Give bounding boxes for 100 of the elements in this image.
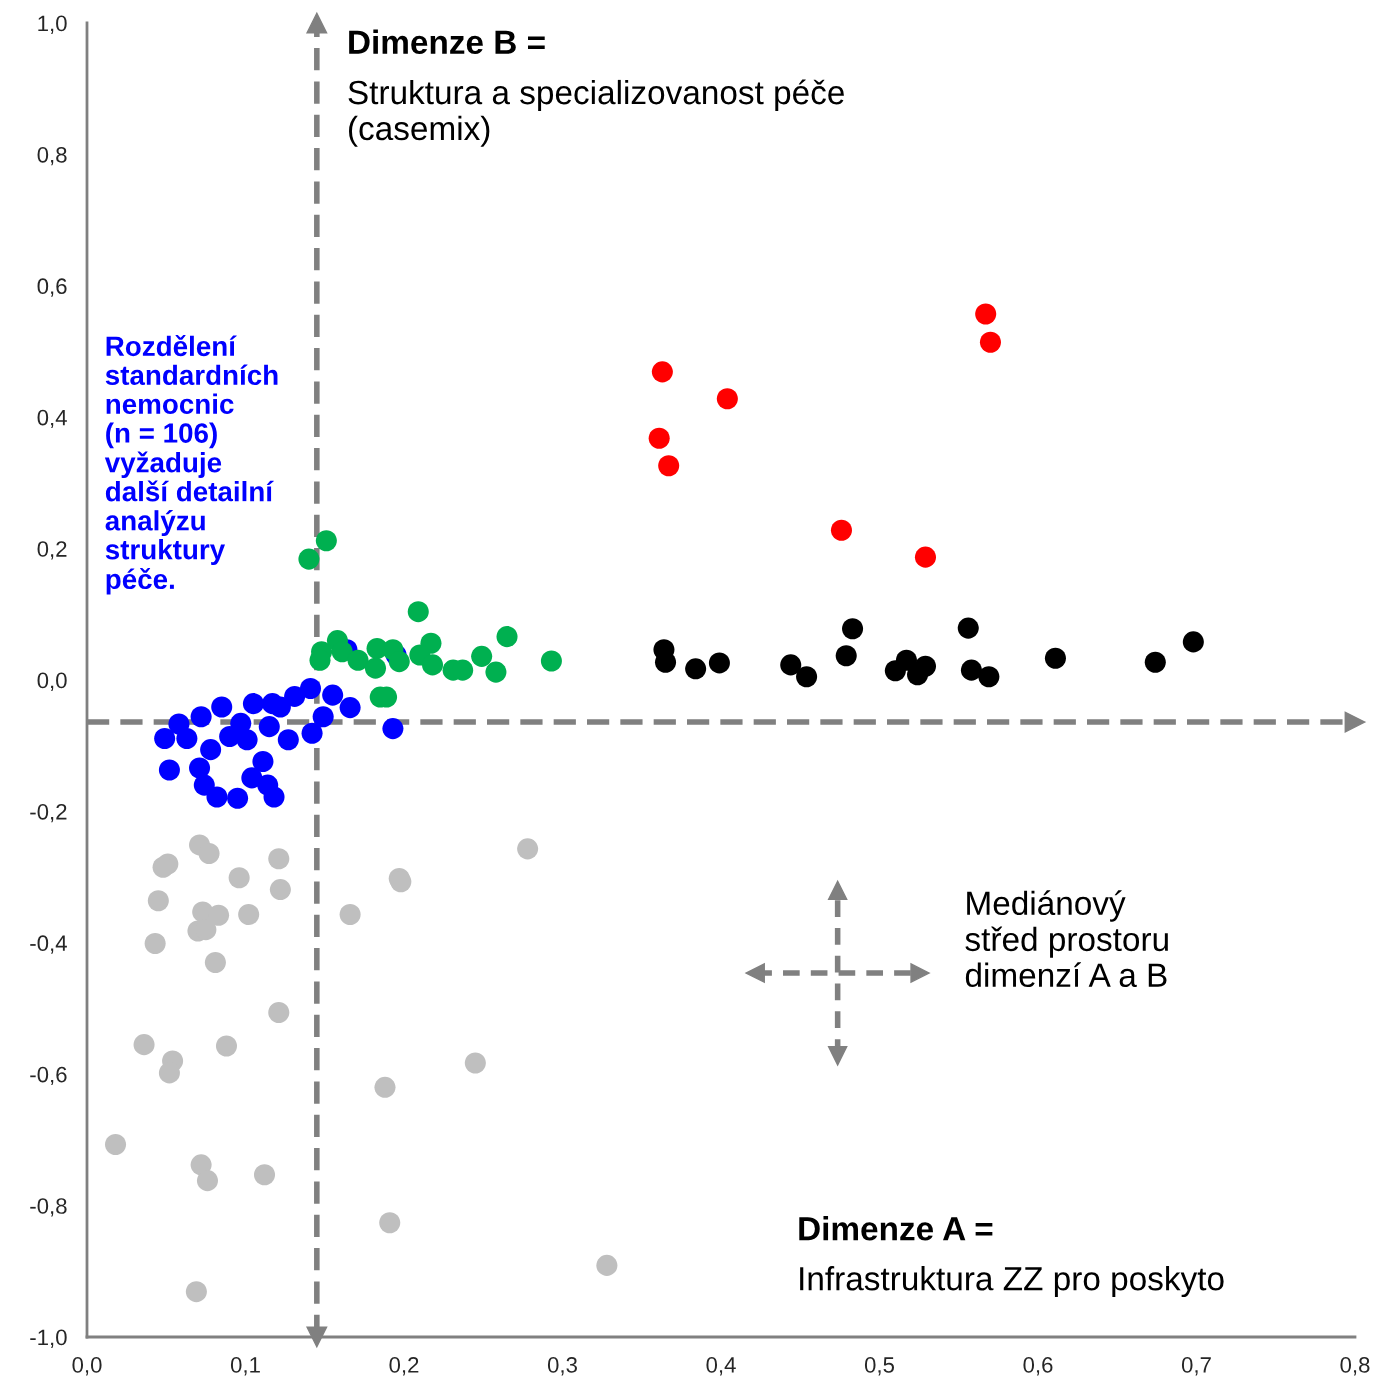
x-tick-label: 0,0 xyxy=(72,1357,102,1376)
point xyxy=(1144,651,1166,673)
annotation: Dimenze A = xyxy=(799,1216,993,1241)
y-tick-label: 0,8 xyxy=(37,146,67,166)
y-tick-label: -1,0 xyxy=(30,1329,67,1348)
point xyxy=(228,867,250,889)
point xyxy=(133,1034,155,1056)
point xyxy=(796,666,818,688)
text: Rozdělení standardních nemocnic (n = 106) vyžaduje další detailní analýzu struktury péče. xyxy=(104,335,278,595)
point xyxy=(374,1076,396,1098)
point xyxy=(200,739,222,761)
x-tick-label: 0,1 xyxy=(230,1357,260,1376)
point xyxy=(268,1001,290,1023)
point xyxy=(347,649,369,671)
y-tick-label: -0,2 xyxy=(30,803,67,823)
point xyxy=(315,530,337,552)
point xyxy=(382,718,404,740)
point xyxy=(1044,647,1066,669)
point xyxy=(190,706,212,728)
point xyxy=(284,685,306,707)
point xyxy=(648,427,670,449)
point xyxy=(960,659,982,681)
point xyxy=(147,890,169,912)
point xyxy=(312,706,334,728)
x-tick-label: 0,6 xyxy=(1023,1357,1053,1376)
point xyxy=(780,654,802,676)
point xyxy=(596,1254,618,1276)
point xyxy=(269,696,291,718)
point xyxy=(339,697,361,719)
point xyxy=(144,932,166,954)
point xyxy=(227,787,249,809)
point xyxy=(379,1212,401,1234)
annotation: Struktura a specializovanost péče (casemix) xyxy=(348,79,844,147)
point xyxy=(253,1164,276,1186)
point xyxy=(708,652,730,674)
x-tick-label: 0,8 xyxy=(1340,1357,1370,1376)
y-tick-label: 0,4 xyxy=(37,409,67,429)
point xyxy=(252,750,274,772)
y-tick-label: -0,4 xyxy=(30,935,67,954)
point xyxy=(485,661,507,683)
point xyxy=(269,879,291,901)
point xyxy=(471,645,493,667)
point xyxy=(540,650,562,672)
point xyxy=(185,1281,207,1303)
point xyxy=(189,757,211,779)
y-tick-label: 0,2 xyxy=(37,541,67,560)
point xyxy=(268,848,290,870)
point xyxy=(685,658,707,680)
point xyxy=(716,388,738,410)
point xyxy=(339,904,361,926)
point xyxy=(158,759,180,781)
point xyxy=(208,904,230,926)
point xyxy=(158,1062,180,1084)
point xyxy=(196,1170,218,1192)
point xyxy=(298,548,320,570)
point xyxy=(277,729,299,751)
point xyxy=(152,856,174,878)
point xyxy=(105,1133,127,1156)
point xyxy=(651,361,673,383)
point xyxy=(242,693,264,715)
point xyxy=(407,601,429,623)
point xyxy=(176,727,198,750)
point xyxy=(193,774,215,796)
point xyxy=(464,1052,486,1074)
x-tick-label: 0,4 xyxy=(706,1357,736,1376)
point xyxy=(322,684,344,706)
annotation: Dimenze B = xyxy=(349,29,545,55)
y-tick-label: 0,0 xyxy=(37,672,67,691)
annotation: Infrastruktura ZZ pro poskyto xyxy=(800,1266,1224,1298)
point xyxy=(215,1035,238,1057)
point xyxy=(230,712,252,734)
point xyxy=(301,722,323,744)
x-tick-label: 0,7 xyxy=(1181,1357,1211,1376)
point xyxy=(975,303,997,325)
point xyxy=(517,838,539,860)
point xyxy=(211,696,233,718)
point xyxy=(978,666,1000,688)
annotation: Mediánový střed prostoru dimenzí A a B xyxy=(965,890,1168,988)
point xyxy=(914,546,936,568)
y-tick-label: 1,0 xyxy=(38,15,67,34)
point xyxy=(979,331,1001,353)
point xyxy=(830,519,852,541)
point xyxy=(263,786,285,808)
point xyxy=(496,626,518,648)
y-tick-label: 0,6 xyxy=(37,278,67,297)
point xyxy=(914,655,936,677)
point xyxy=(835,645,857,667)
point xyxy=(331,641,353,663)
point xyxy=(658,455,680,477)
y-tick-label: -0,8 xyxy=(30,1198,67,1217)
point xyxy=(1182,631,1204,653)
y-tick-label: -0,6 xyxy=(30,1066,67,1086)
point xyxy=(258,716,280,738)
point xyxy=(204,951,226,974)
point xyxy=(957,617,979,639)
point xyxy=(299,678,322,700)
point xyxy=(198,842,220,864)
x-tick-label: 0,3 xyxy=(547,1357,577,1376)
point xyxy=(154,727,176,750)
point xyxy=(895,649,917,671)
